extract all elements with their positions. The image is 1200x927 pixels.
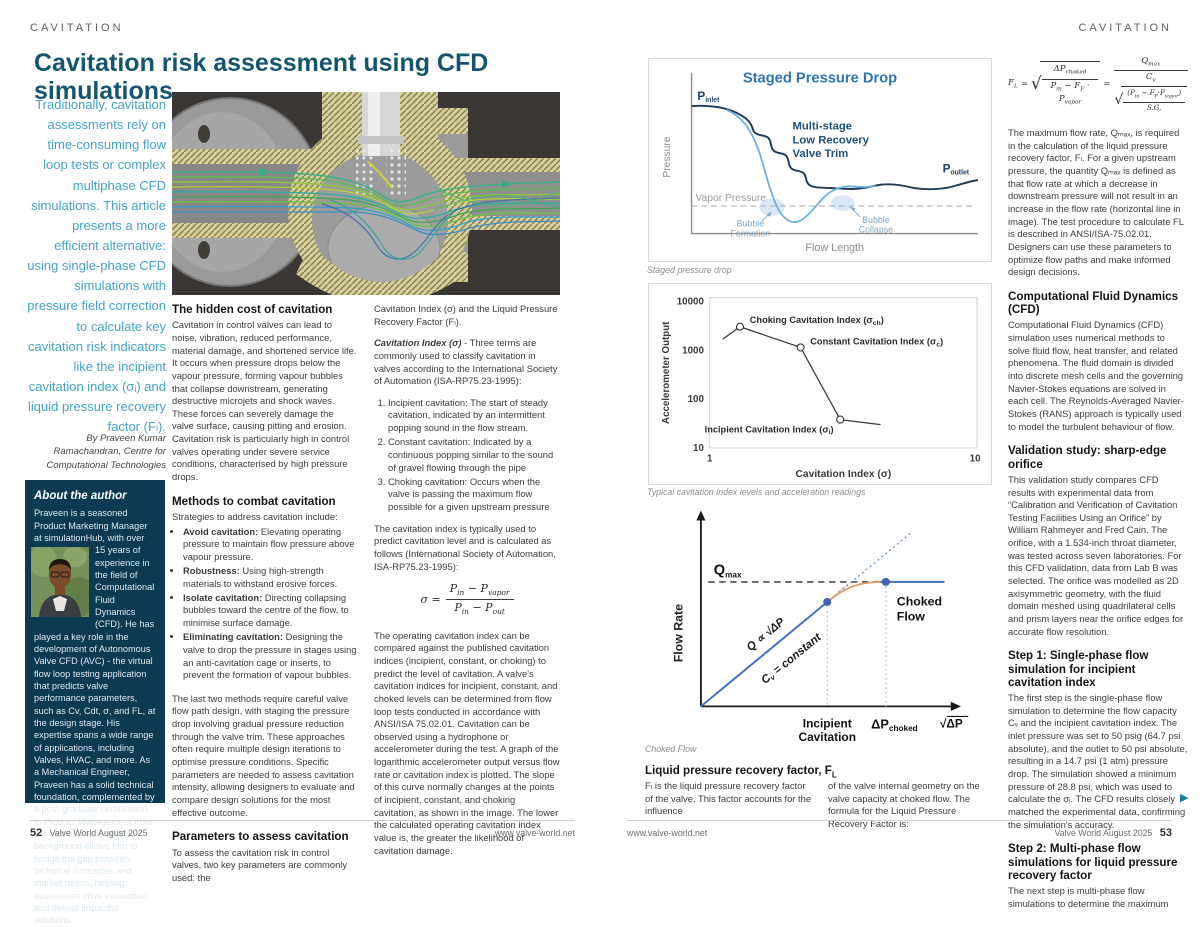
list-item: Choking cavitation: Occurs when the valv… (388, 476, 560, 514)
heading-validation: Validation study: sharp-edge orifice (1008, 444, 1167, 471)
fig3-q-prop-label: Q ∝ √ΔP (744, 615, 787, 654)
fig2-constant-label: Constant Cavitation Index (σc) (810, 336, 943, 348)
svg-text:100: 100 (688, 394, 705, 405)
section-header-left: CAVITATION (30, 22, 124, 34)
svg-text:1: 1 (707, 454, 713, 465)
paragraph: Computational Fluid Dynamics (CFD) simul… (1008, 319, 1184, 432)
fig1-p-inlet: Pinlet (697, 90, 720, 104)
website-url: www.valve-world.net (494, 828, 575, 838)
fig1-trim-label-1: Multi-stage (793, 121, 852, 133)
svg-text:Formation: Formation (731, 228, 771, 238)
fig2-y-axis-label: Accelerometer Output (661, 321, 672, 424)
fl-section-col-b: of the valve internal geometry on the va… (828, 780, 980, 829)
svg-text:Cavitation: Cavitation (798, 730, 855, 743)
fig3-qmax-label: Qmax (714, 563, 742, 580)
svg-text:Collapse: Collapse (859, 225, 893, 235)
website-url: www.valve-world.net (627, 828, 708, 838)
list-item: Avoid cavitation: Elevating operating pr… (183, 526, 358, 564)
right-column: FL = √ ΔPchoked Pin − FF · Pvapor = Qmax… (1008, 52, 1188, 920)
list-item: Robustness: Using high-strength material… (183, 565, 358, 590)
svg-text:10: 10 (693, 443, 704, 454)
about-author-box: About the author Praveen is a seasoned P… (25, 480, 165, 925)
paragraph: The first step is the single-phase flow … (1008, 692, 1188, 830)
article-title: Cavitation risk assessment using CFD sim… (34, 49, 489, 105)
fl-section-heading: Liquid pressure recovery factor, FL (645, 764, 837, 780)
heading-hidden-cost: The hidden cost of cavitation (172, 303, 333, 316)
continuation-arrow-icon: ▶ (1180, 792, 1189, 804)
heading-cfd: Computational Fluid Dynamics (CFD) (1008, 289, 1179, 317)
figure-choked-flow: Qmax Q ∝ √ΔP Cv = constant Choked Flow I… (648, 505, 990, 744)
footer-rule-left (30, 820, 575, 821)
heading-step-2: Step 2: Multi-phase flow simulations for… (1008, 842, 1178, 882)
svg-text:Flow: Flow (897, 609, 926, 623)
fig1-bubble-formation-label: Bubble (737, 219, 765, 229)
fl-section-col-a: Fₗ is the liquid pressure recovery facto… (645, 780, 812, 817)
footer-left: 52 Valve World August 2025 www.valve-wor… (30, 827, 575, 839)
heading-step-1: Step 1: Single-phase flow simulation for… (1008, 649, 1149, 689)
fig1-trim-label-3: Valve Trim (793, 148, 849, 160)
fig3-choked-flow-label: Choked (897, 595, 942, 609)
paragraph: Cavitation Index (σ) - Three terms are c… (374, 337, 558, 387)
section-header-right: CAVITATION (1078, 22, 1172, 34)
fig1-p-outlet: Poutlet (943, 163, 970, 177)
heading-parameters: Parameters to assess cavitation (172, 830, 349, 844)
fig3-incipient-label: Incipient (803, 716, 852, 730)
paragraph: The operating cavitation index can be co… (374, 629, 560, 856)
fig1-vapor-pressure-label: Vapor Pressure (695, 193, 766, 204)
fig3-y-axis-label: Flow Rate (672, 604, 686, 662)
fig1-caption: Staged pressure drop (647, 265, 732, 275)
paragraph: The next step is multi-phase flow simula… (1008, 885, 1169, 909)
fig2-choking-label: Choking Cavitation Index (σch) (750, 315, 884, 327)
fl-formula: FL = √ ΔPchoked Pin − FF · Pvapor = Qmax… (1008, 56, 1188, 113)
footer-right: www.valve-world.net Valve World August 2… (627, 827, 1172, 839)
left-column-1: The hidden cost of cavitation Cavitation… (172, 303, 358, 893)
figure-staged-pressure-drop: Staged Pressure Drop Pinlet Poutlet Mult… (648, 58, 992, 262)
page-number-left: 52 (30, 827, 43, 839)
fig1-x-axis-label: Flow Length (805, 242, 864, 254)
paragraph: The cavitation index is typically used t… (374, 522, 556, 572)
left-column-2: Cavitation Index (σ) and the Liquid Pres… (374, 303, 560, 866)
fig1-bubble-collapse-label: Bubble (862, 215, 890, 225)
magazine-name: Valve World August 2025 (49, 828, 148, 838)
sigma-formula: σ = Pin − Pvapor Pin − Pout (374, 582, 560, 618)
fig3-x-axis-label: √ΔP (940, 716, 963, 730)
methods-bullet-list: Avoid cavitation: Elevating operating pr… (172, 526, 358, 682)
magazine-name: Valve World August 2025 (1054, 828, 1153, 838)
fig2-caption: Typical cavitation index levels and acce… (647, 487, 866, 497)
cavitation-terms-list: Incipient cavitation: The start of stead… (374, 397, 560, 514)
accel-markers (735, 322, 845, 424)
svg-text:10000: 10000 (677, 296, 705, 307)
paragraph: Strategies to address cavitation include… (172, 510, 338, 522)
heading-methods: Methods to combat cavitation (172, 494, 336, 508)
list-item: Incipient cavitation: The start of stead… (388, 397, 560, 435)
paragraph: Cavitation in control valves can lead to… (172, 319, 357, 483)
paragraph: To assess the cavitation risk in control… (172, 846, 348, 883)
about-author-text-1: Praveen is a seasoned Product Marketing … (34, 508, 148, 556)
paragraph: The maximum flow rate, Qₘₐₓ, is required… (1008, 127, 1184, 278)
paragraph: The last two methods require careful val… (172, 692, 355, 818)
article-intro: Traditionally, cavitation assessments re… (27, 97, 166, 435)
fig3-caption: Choked Flow (645, 744, 697, 754)
author-photo (31, 547, 89, 618)
footer-rule-right (627, 820, 1172, 821)
list-item: Isolate cavitation: Directing collapsing… (183, 592, 358, 630)
list-item: Constant cavitation: Indicated by a cont… (388, 436, 560, 474)
figure-cavitation-index-chart: 10000 1000 100 10 1 10 Choking Cavitatio… (648, 283, 992, 485)
fig1-y-axis-label: Pressure (662, 136, 673, 177)
page-number-right: 53 (1159, 827, 1172, 839)
svg-text:1000: 1000 (682, 345, 704, 356)
list-item: Eliminating cavitation: Designing the va… (183, 631, 358, 682)
fig2-x-axis-label: Cavitation Index (σ) (796, 469, 892, 480)
paragraph: This validation study compares CFD resul… (1008, 473, 1184, 637)
svg-text:10: 10 (970, 454, 981, 465)
hero-cfd-valve-image (172, 92, 560, 295)
byline: By Praveen Kumar Ramachandran, Centre fo… (46, 433, 166, 471)
fig2-incipient-label: Incipient Cavitation Index (σi) (705, 424, 834, 436)
streamlines (172, 161, 560, 260)
about-author-title: About the author (34, 490, 127, 502)
fig1-trim-label-2: Low Recovery (793, 134, 870, 146)
paragraph: Cavitation Index (σ) and the Liquid Pres… (374, 303, 558, 327)
fig1-title: Staged Pressure Drop (743, 71, 897, 87)
fig3-dp-choked-label: ΔPchoked (871, 716, 918, 733)
